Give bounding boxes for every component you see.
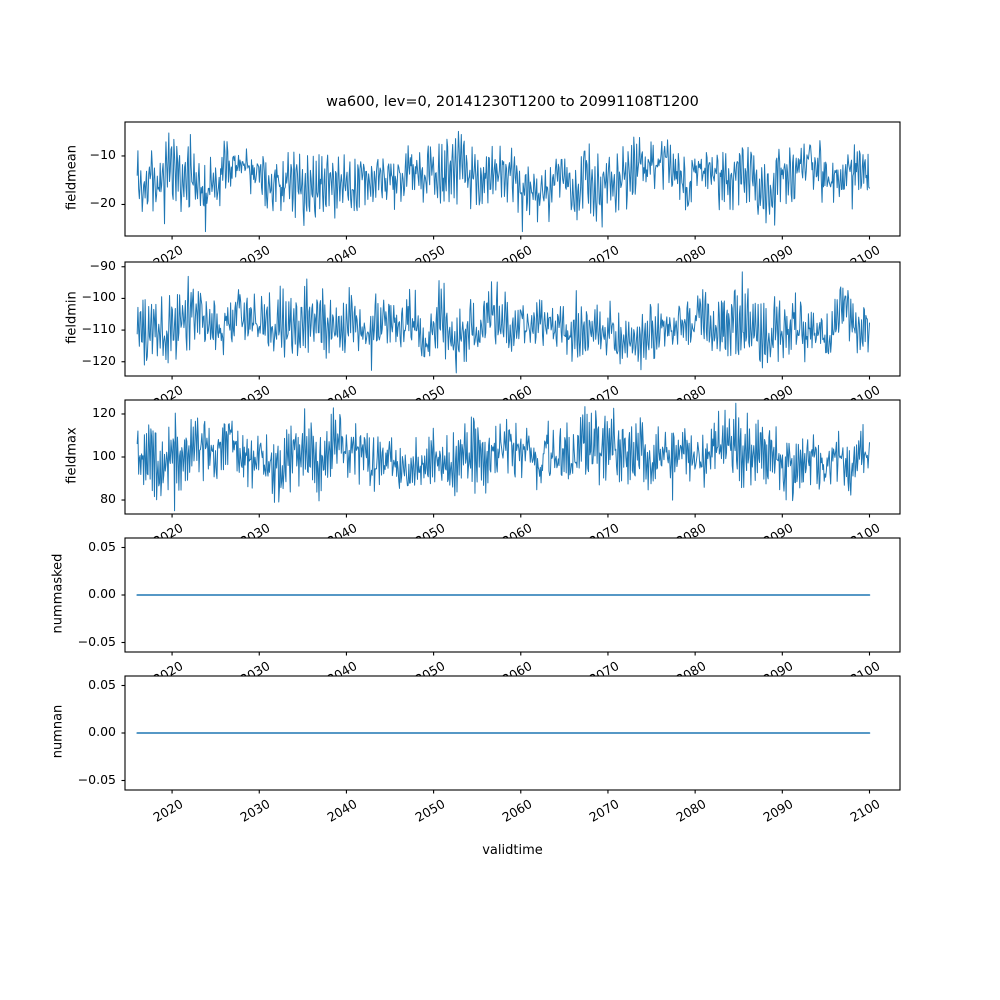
x-tick-label: 2090 [760, 242, 796, 262]
x-tick-label: 2030 [237, 520, 273, 538]
x-tick-label: 2050 [412, 382, 448, 400]
x-tick-label-row: 2020 2030 2040 2050 2060 2070 2080 2090 2100 [0, 236, 1000, 262]
x-tick-label: 2040 [324, 796, 360, 825]
x-axis-label: validtime [482, 843, 543, 858]
x-tick-label-row: 2020 2030 2040 2050 2060 2070 2080 2090 2100 [0, 376, 1000, 400]
x-tick-label: 2050 [412, 242, 448, 262]
x-tick-label-row: 2020 2030 2040 2050 2060 2070 2080 2090 2100 [0, 652, 1000, 676]
x-tick-label: 2090 [760, 658, 796, 676]
x-tick-label: 2030 [237, 242, 273, 262]
x-tick-label: 2070 [586, 796, 622, 825]
x-tick-label: 2030 [237, 658, 273, 676]
axes-frame-fieldmin [124, 261, 901, 377]
x-tick-label: 2040 [324, 382, 360, 400]
x-tick-label: 2030 [237, 796, 273, 825]
x-tick-label: 2090 [760, 520, 796, 538]
x-tick-label: 2080 [673, 382, 709, 400]
y-tick-label: 0.00 [88, 724, 116, 739]
x-tick-label: 2060 [499, 658, 535, 676]
x-tick-label: 2080 [673, 242, 709, 262]
x-tick-label: 2020 [150, 382, 186, 400]
x-tick-label: 2070 [586, 520, 622, 538]
y-tick-label: 0.00 [88, 586, 116, 601]
x-tick-label: 2020 [150, 520, 186, 538]
y-tick-label: 120 [92, 404, 116, 420]
y-tick-label: −110 [81, 321, 116, 337]
axes-frame-fieldmean [124, 121, 901, 237]
y-tick-label: −0.05 [77, 771, 116, 787]
x-tick-label: 2050 [412, 796, 448, 825]
x-tick-label: 2090 [760, 382, 796, 400]
x-tick-label: 2020 [150, 242, 186, 262]
x-tick-label: 2070 [586, 658, 622, 676]
x-tick-label: 2100 [847, 382, 883, 400]
y-tick-label: 80 [100, 491, 116, 507]
x-tick-label: 2060 [499, 520, 535, 538]
x-tick-label: 2050 [412, 520, 448, 538]
figure-title: wa600, lev=0, 20141230T1200 to 20991108T… [326, 94, 699, 110]
y-tick-label: −100 [81, 289, 116, 305]
x-tick-label: 2020 [150, 796, 186, 825]
data-line-fieldmean [136, 130, 870, 233]
x-tick-label: 2070 [586, 382, 622, 400]
x-tick-label: 2100 [847, 520, 883, 538]
x-tick-label: 2100 [847, 658, 883, 676]
x-tick-label: 2080 [673, 796, 709, 825]
x-tick-label: 2070 [586, 242, 622, 262]
y-tick-label: −10 [89, 146, 116, 162]
y-tick-label: 100 [92, 448, 116, 463]
x-tick-label: 2040 [324, 520, 360, 538]
x-tick-label: 2030 [237, 382, 273, 400]
x-tick-label: 2060 [499, 382, 535, 400]
y-tick-label: −120 [81, 352, 116, 368]
x-tick-label: 2040 [324, 658, 360, 676]
y-tick-label: −90 [89, 257, 116, 273]
data-line-fieldmin [136, 271, 870, 374]
y-tick-label: 0.05 [88, 676, 116, 692]
data-line-fieldmax [136, 402, 870, 512]
y-tick-label: −0.05 [77, 633, 116, 649]
x-tick-label: 2090 [760, 796, 796, 825]
y-tick-label: −20 [89, 195, 116, 211]
x-tick-label: 2050 [412, 658, 448, 676]
y-axis-label-fieldmax: fieldmax [64, 427, 80, 484]
x-tick-label: 2080 [673, 520, 709, 538]
x-tick-label-row: 2020 2030 2040 2050 2060 2070 2080 2090 2100 [0, 514, 1000, 538]
x-tick-label: 2040 [324, 242, 360, 262]
x-tick-label: 2020 [150, 658, 186, 676]
x-tick-label: 2080 [673, 658, 709, 676]
x-tick-label: 2060 [499, 242, 535, 262]
y-tick-label: 0.05 [88, 538, 116, 554]
x-tick-label: 2060 [499, 796, 535, 825]
y-axis-label-numnan: numnan [50, 704, 66, 759]
x-tick-label: 2100 [847, 242, 883, 262]
x-tick-label: 2100 [847, 796, 883, 825]
x-tick-label-row: 2020 2030 2040 2050 2060 2070 2080 2090 2100 [0, 790, 1000, 838]
